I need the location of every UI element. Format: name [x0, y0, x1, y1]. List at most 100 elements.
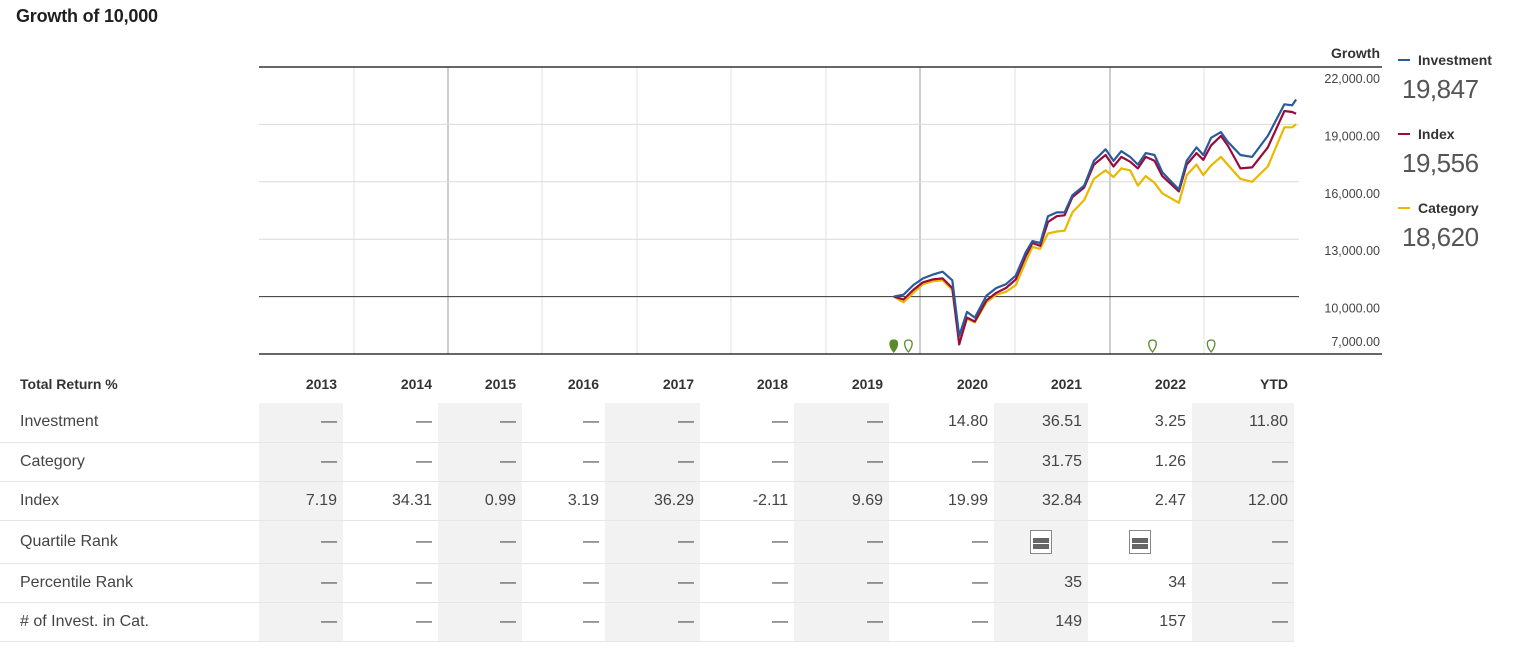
table-cell: 36.29: [605, 481, 700, 521]
table-cell: —: [522, 563, 605, 603]
table-cell: —: [259, 520, 343, 564]
table-cell: —: [794, 442, 889, 482]
y-tick-label: 19,000.00: [1324, 129, 1380, 143]
table-cell: —: [1192, 602, 1294, 642]
event-marker-icon: [1148, 339, 1157, 354]
table-cell: —: [259, 602, 343, 642]
column-header: 2019: [794, 365, 889, 403]
legend-item-investment[interactable]: Investment 19,847: [1398, 52, 1518, 126]
column-header: 2022: [1088, 365, 1192, 403]
series-line-index: [893, 109, 1297, 346]
table-cell: 19.99: [889, 481, 994, 521]
returns-table: Total Return % 2013 2014 2015 2016 2017 …: [0, 365, 1294, 642]
table-cell: —: [605, 563, 700, 603]
table-cell: —: [889, 602, 994, 642]
table-cell: —: [889, 563, 994, 603]
table-cell: 12.00: [1192, 481, 1294, 521]
legend-value: 18,620: [1402, 222, 1479, 252]
row-label: Percentile Rank: [0, 563, 259, 603]
table-header-label: Total Return %: [0, 365, 259, 403]
legend-swatch: [1398, 133, 1410, 135]
table-cell: 157: [1088, 602, 1192, 642]
legend-label: Category: [1418, 200, 1479, 216]
growth-axis-label: Growth: [1331, 45, 1380, 61]
table-cell: —: [343, 442, 438, 482]
table-cell: —: [343, 602, 438, 642]
column-header: 2017: [605, 365, 700, 403]
legend-label: Investment: [1418, 52, 1492, 68]
table-cell: 1.26: [1088, 442, 1192, 482]
legend-value: 19,556: [1402, 148, 1479, 178]
column-header: 2015: [438, 365, 522, 403]
row-label: Quartile Rank: [0, 520, 259, 564]
series-line-investment: [893, 98, 1298, 337]
table-row: Quartile Rank — — — — — — — — —: [0, 520, 1294, 564]
table-cell: —: [794, 563, 889, 603]
table-cell: —: [259, 403, 343, 443]
column-header: 2016: [522, 365, 605, 403]
column-header: 2014: [343, 365, 438, 403]
table-cell: —: [794, 520, 889, 564]
table-cell: -2.11: [700, 481, 794, 521]
table-row: Index 7.19 34.31 0.99 3.19 36.29 -2.11 9.69 19.9…: [0, 481, 1294, 521]
growth-chart: 22,000.00 19,000.00 16,000.00 13,000.00 10,0…: [259, 66, 1382, 355]
table-cell: 149: [994, 602, 1088, 642]
legend-swatch: [1398, 207, 1410, 209]
table-cell: 34: [1088, 563, 1192, 603]
table-cell: —: [794, 602, 889, 642]
legend: Investment 19,847 Index 19,556 Category …: [1398, 52, 1518, 274]
table-cell: 7.19: [259, 481, 343, 521]
y-tick-label: 10,000.00: [1324, 302, 1380, 316]
table-cell: —: [889, 442, 994, 482]
table-cell: 0.99: [438, 481, 522, 521]
table-cell: —: [438, 520, 522, 564]
table-cell: —: [438, 563, 522, 603]
table-cell: —: [700, 403, 794, 443]
event-marker-icon: [1206, 339, 1216, 354]
table-cell: —: [889, 520, 994, 564]
table-row: # of Invest. in Cat. — — — — — — — —149 157—: [0, 602, 1294, 642]
table-cell: —: [438, 403, 522, 443]
table-cell: —: [522, 403, 605, 443]
row-label: Investment: [0, 403, 259, 443]
y-tick-label: 16,000.00: [1324, 187, 1380, 201]
y-tick-label: 13,000.00: [1324, 244, 1380, 258]
table-cell: —: [700, 563, 794, 603]
quartile-rank-icon: [1088, 520, 1192, 564]
table-cell: —: [438, 442, 522, 482]
table-cell: 9.69: [794, 481, 889, 521]
table-row: Percentile Rank — — — — — — — —35 34—: [0, 563, 1294, 603]
table-cell: —: [700, 520, 794, 564]
legend-item-index[interactable]: Index 19,556: [1398, 126, 1518, 200]
table-cell: 35: [994, 563, 1088, 603]
page-title: Growth of 10,000: [16, 6, 158, 26]
table-header-row: Total Return % 2013 2014 2015 2016 2017 …: [0, 365, 1294, 403]
table-cell: —: [343, 403, 438, 443]
table-cell: —: [605, 442, 700, 482]
table-cell: —: [794, 403, 889, 443]
legend-swatch: [1398, 59, 1410, 61]
table-cell: 11.80: [1192, 403, 1294, 443]
column-header: YTD: [1192, 365, 1294, 403]
table-cell: —: [522, 602, 605, 642]
legend-label: Index: [1418, 126, 1455, 142]
row-label: Category: [0, 442, 259, 482]
row-label: Index: [0, 481, 259, 521]
table-cell: —: [259, 442, 343, 482]
column-header: 2020: [889, 365, 994, 403]
table-cell: —: [605, 520, 700, 564]
table-cell: 32.84: [994, 481, 1088, 521]
table-cell: 2.47: [1088, 481, 1192, 521]
column-header: 2018: [700, 365, 794, 403]
table-cell: —: [522, 442, 605, 482]
table-row: Category — — — — — — — —31.75 1.26—: [0, 442, 1294, 482]
table-cell: —: [605, 403, 700, 443]
legend-item-category[interactable]: Category 18,620: [1398, 200, 1518, 274]
table-cell: 3.19: [522, 481, 605, 521]
table-cell: —: [700, 442, 794, 482]
table-cell: —: [522, 520, 605, 564]
event-marker-icon: [889, 339, 899, 354]
table-cell: 14.80: [889, 403, 994, 443]
table-cell: 3.25: [1088, 403, 1192, 443]
table-cell: —: [1192, 520, 1294, 564]
